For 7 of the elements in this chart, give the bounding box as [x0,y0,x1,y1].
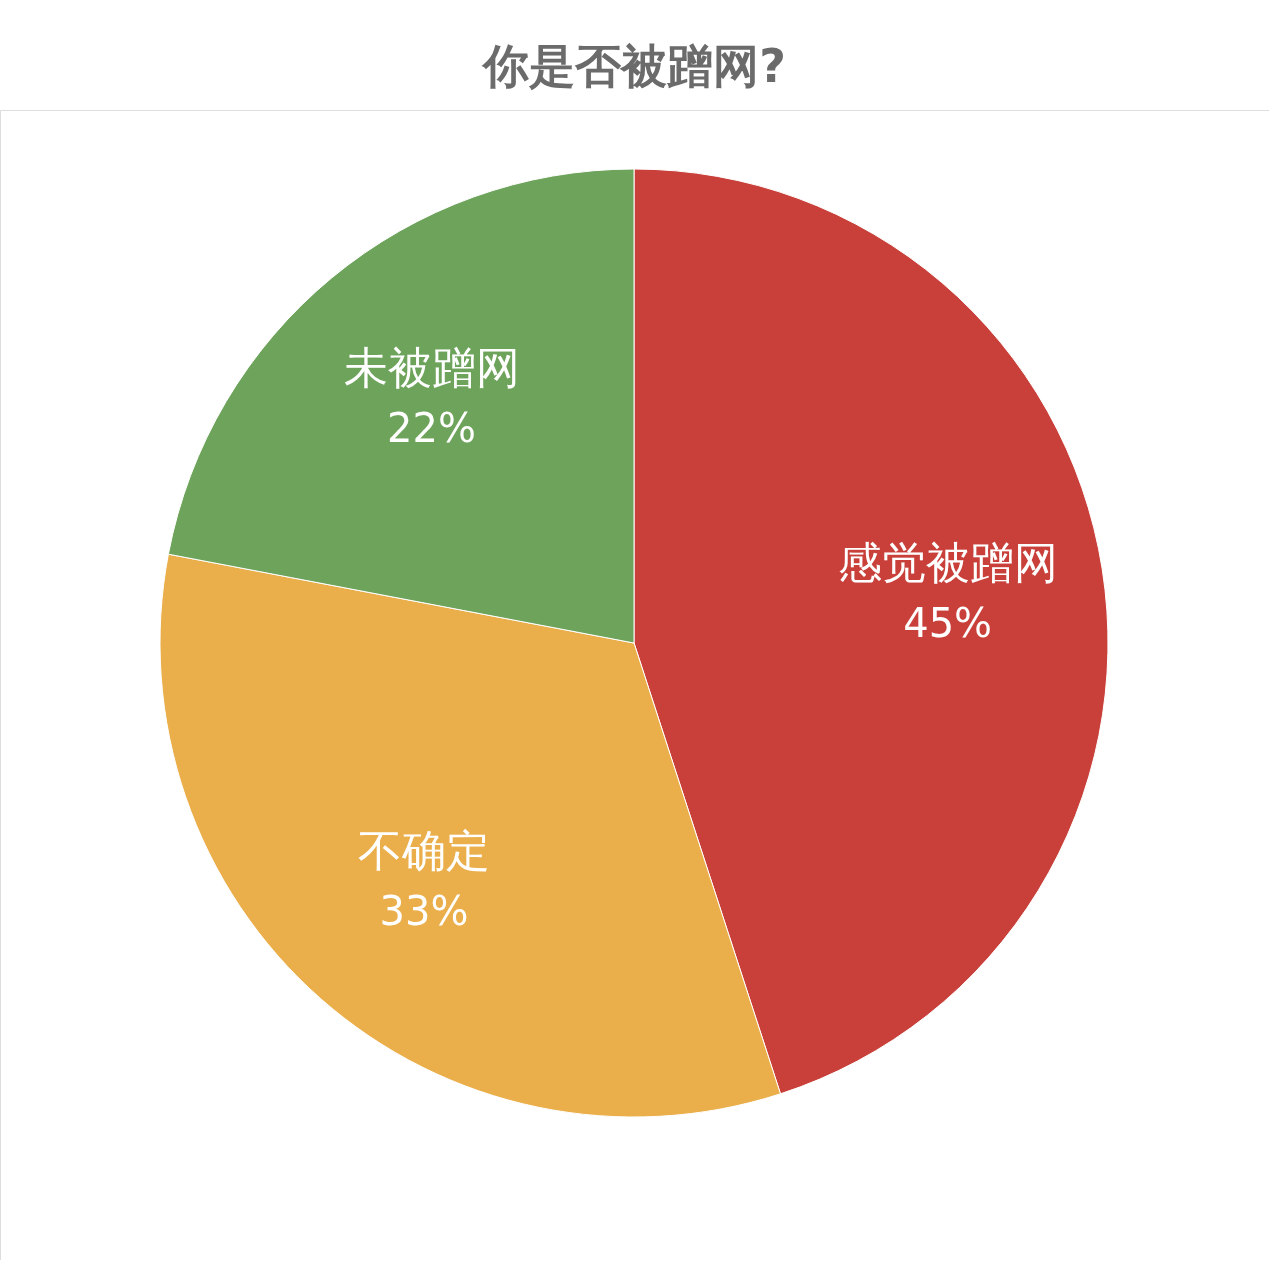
slice-label: 未被蹭网 [343,342,520,394]
chart-title: 你是否被蹭网? [481,39,786,93]
data-label: 22% [387,405,477,452]
slice-label: 不确定 [357,825,490,877]
data-label: 45% [903,600,993,647]
data-label: 33% [379,888,469,935]
slice-label: 感觉被蹭网 [837,537,1058,589]
